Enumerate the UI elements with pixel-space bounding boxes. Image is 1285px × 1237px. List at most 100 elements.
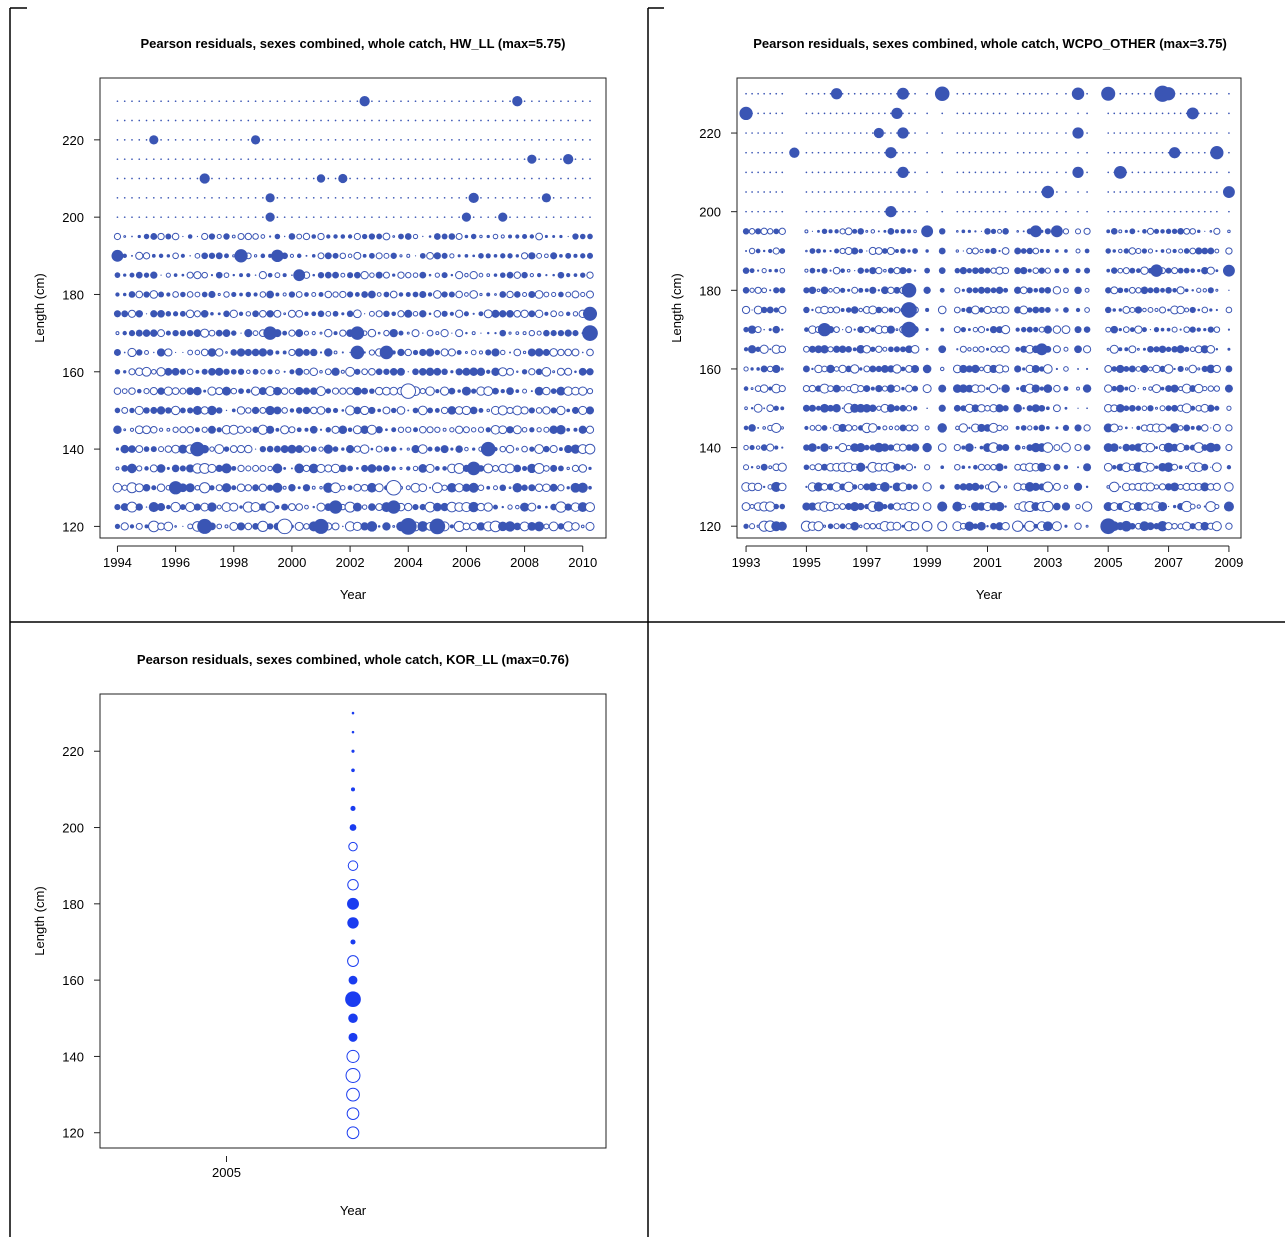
negative-residual-bubble <box>1207 385 1215 392</box>
positive-residual-bubble <box>412 407 419 414</box>
negative-residual-bubble <box>163 386 173 396</box>
positive-residual-bubble <box>145 313 148 315</box>
positive-residual-bubble <box>149 135 159 145</box>
positive-residual-bubble <box>779 287 786 294</box>
positive-residual-bubble <box>781 151 784 154</box>
positive-residual-bubble <box>995 286 1004 294</box>
positive-residual-bubble <box>803 444 810 451</box>
negative-residual-bubble <box>557 484 565 492</box>
negative-residual-bubble <box>193 271 202 280</box>
negative-residual-bubble <box>533 462 545 474</box>
negative-residual-bubble <box>508 486 512 490</box>
positive-residual-bubble <box>412 349 419 356</box>
positive-residual-bubble <box>803 287 810 294</box>
negative-residual-bubble <box>1227 229 1231 234</box>
positive-residual-bubble <box>804 327 809 332</box>
positive-residual-bubble <box>334 100 337 103</box>
positive-residual-bubble <box>341 119 344 122</box>
positive-residual-bubble <box>971 404 980 413</box>
negative-residual-bubble <box>754 286 762 294</box>
positive-residual-bubble <box>1189 326 1196 333</box>
negative-residual-bubble <box>1032 267 1040 274</box>
positive-residual-bubble <box>296 427 302 433</box>
negative-residual-bubble <box>887 286 895 294</box>
negative-residual-bubble <box>997 228 1003 234</box>
negative-residual-bubble <box>498 425 508 435</box>
positive-residual-bubble <box>258 387 267 396</box>
positive-residual-bubble <box>167 216 170 218</box>
positive-residual-bubble <box>528 310 536 318</box>
positive-residual-bubble <box>498 212 508 222</box>
positive-residual-bubble <box>480 332 482 334</box>
positive-residual-bubble <box>1149 92 1152 95</box>
negative-residual-bubble <box>331 387 340 395</box>
negative-residual-bubble <box>1164 522 1173 531</box>
positive-residual-bubble <box>992 112 995 115</box>
positive-residual-bubble <box>193 329 202 338</box>
positive-residual-bubble <box>361 464 369 472</box>
negative-residual-bubble <box>333 350 338 355</box>
negative-residual-bubble <box>998 249 1001 253</box>
positive-residual-bubble <box>455 368 463 376</box>
positive-residual-bubble <box>960 326 966 333</box>
positive-residual-bubble <box>1072 127 1084 139</box>
negative-residual-bubble <box>375 310 383 318</box>
positive-residual-bubble <box>1149 191 1152 193</box>
positive-residual-bubble <box>494 139 497 141</box>
negative-residual-bubble <box>128 387 136 395</box>
positive-residual-bubble <box>1160 249 1165 253</box>
positive-residual-bubble <box>813 482 824 492</box>
positive-residual-bubble <box>311 234 317 239</box>
negative-residual-bubble <box>1061 325 1071 335</box>
positive-residual-bubble <box>182 100 184 103</box>
positive-residual-bubble <box>418 367 427 376</box>
positive-residual-bubble <box>853 112 856 115</box>
positive-residual-bubble <box>961 445 966 450</box>
positive-residual-bubble <box>1101 86 1116 101</box>
positive-residual-bubble <box>382 464 390 472</box>
positive-residual-bubble <box>817 322 832 337</box>
positive-residual-bubble <box>914 191 916 193</box>
positive-residual-bubble <box>869 365 877 373</box>
positive-residual-bubble <box>138 177 141 180</box>
positive-residual-bubble <box>283 370 286 373</box>
positive-residual-bubble <box>1161 171 1164 174</box>
positive-residual-bubble <box>135 271 143 279</box>
positive-residual-bubble <box>567 119 570 122</box>
negative-residual-bubble <box>405 485 411 491</box>
negative-residual-bubble <box>584 443 596 455</box>
positive-residual-bubble <box>926 191 928 193</box>
positive-residual-bubble <box>1191 92 1194 95</box>
positive-residual-bubble <box>1203 210 1206 213</box>
positive-residual-bubble <box>215 464 223 473</box>
positive-residual-bubble <box>291 177 293 180</box>
positive-residual-bubble <box>1106 229 1111 234</box>
positive-residual-bubble <box>1216 171 1218 174</box>
positive-residual-bubble <box>298 177 301 180</box>
positive-residual-bubble <box>179 407 186 414</box>
positive-residual-bubble <box>116 119 119 122</box>
negative-residual-bubble <box>778 227 786 235</box>
positive-residual-bubble <box>218 158 221 161</box>
negative-residual-bubble <box>881 385 888 392</box>
positive-residual-bubble <box>908 191 910 193</box>
negative-residual-bubble <box>528 329 536 337</box>
negative-residual-bubble <box>844 247 853 255</box>
positive-residual-bubble <box>346 310 354 318</box>
positive-residual-bubble <box>282 273 287 278</box>
negative-residual-bubble <box>937 305 947 315</box>
positive-residual-bubble <box>262 119 264 122</box>
positive-residual-bubble <box>564 445 573 454</box>
positive-residual-bubble <box>153 351 155 354</box>
positive-residual-bubble <box>829 112 832 115</box>
negative-residual-bubble <box>497 405 508 416</box>
positive-residual-bubble <box>961 288 965 292</box>
positive-residual-bubble <box>312 216 315 218</box>
positive-residual-bubble <box>1063 307 1069 313</box>
positive-residual-bubble <box>327 119 330 122</box>
positive-residual-bubble <box>339 464 347 473</box>
negative-residual-bubble <box>1202 386 1208 392</box>
positive-residual-bubble <box>1140 286 1149 295</box>
negative-residual-bubble <box>426 251 434 260</box>
